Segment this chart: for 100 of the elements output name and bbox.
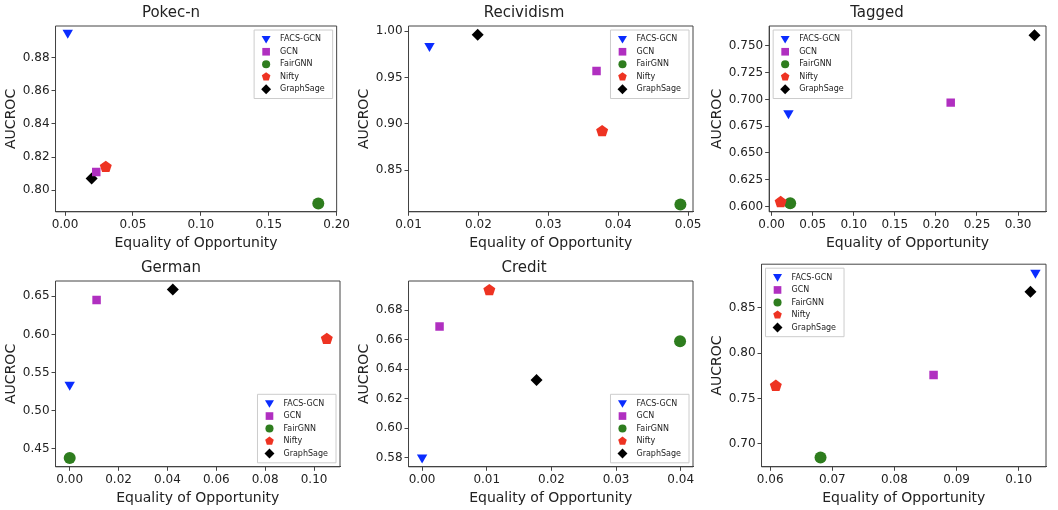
x-tick-label: 0.08 [251, 472, 279, 487]
x-tick-label: 0.08 [881, 472, 908, 487]
y-axis-title: AUCROC [708, 88, 725, 149]
point [929, 370, 938, 380]
point [1024, 285, 1037, 298]
chart-title: Tagged [849, 2, 904, 21]
chart-title: Credit [501, 257, 547, 276]
point [674, 198, 687, 211]
legend-label: GCN [799, 46, 817, 56]
x-tick-label: 0.01 [473, 472, 501, 487]
y-tick-label: 0.88 [22, 49, 50, 64]
point [64, 381, 75, 391]
point [166, 283, 179, 296]
point [814, 451, 827, 464]
point [674, 335, 687, 348]
x-tick-label: 0.10 [840, 217, 868, 232]
legend-label: FairGNN [636, 59, 669, 69]
legend-label: GCN [791, 285, 810, 295]
legend-label: FACS-GCN [283, 398, 325, 408]
y-tick-label: 0.60 [22, 326, 50, 341]
x-tick-label: 0.06 [756, 472, 784, 487]
x-tick-label: 0.05 [119, 217, 147, 232]
x-tick-label: 0.00 [56, 472, 84, 487]
x-tick-label: 0.05 [799, 217, 827, 232]
x-axis-title: Equality of Opportunity [469, 234, 633, 251]
legend-label: Nifty [636, 436, 656, 446]
point [592, 66, 601, 76]
y-axis-title: AUCROC [2, 343, 19, 404]
y-tick-label: 0.675 [728, 118, 764, 133]
point [435, 322, 444, 331]
x-tick-label: 0.03 [534, 217, 562, 232]
legend-label: GraphSage [280, 84, 325, 94]
y-tick-label: 0.84 [22, 116, 50, 130]
point [312, 197, 325, 210]
legend-label: GCN [280, 46, 298, 56]
y-tick-label: 0.725 [728, 64, 764, 79]
x-tick-label: 0.15 [255, 217, 283, 232]
y-tick-label: 0.82 [22, 149, 50, 164]
x-tick-label: 0.09 [943, 472, 970, 487]
legend-label: GraphSage [799, 84, 844, 94]
y-tick-label: 0.55 [22, 364, 50, 379]
legend-label: FACS-GCN [799, 34, 840, 44]
x-tick-label: 0.10 [1005, 472, 1033, 487]
legend-label: FACS-GCN [636, 34, 678, 44]
y-tick-label: 0.600 [728, 198, 764, 213]
legend-label: Nifty [799, 71, 819, 81]
legend-label: FACS-GCN [791, 272, 833, 282]
y-tick-label: 0.86 [22, 82, 50, 97]
legend-label: Nifty [791, 310, 811, 320]
y-tick-label: 0.750 [728, 38, 764, 53]
x-tick-label: 0.06 [202, 472, 230, 487]
x-tick-label: 0.04 [154, 472, 181, 487]
y-tick-label: 0.58 [375, 449, 403, 464]
legend-label: GCN [636, 411, 655, 421]
y-axis-title: AUCROC [708, 335, 725, 396]
y-tick-label: 0.80 [22, 182, 50, 197]
chart-title: Recividism [483, 2, 565, 21]
x-tick-label: 0.00 [408, 472, 436, 487]
y-tick-label: 0.62 [375, 390, 403, 405]
point [471, 28, 484, 41]
y-axis-title: AUCROC [2, 88, 19, 149]
x-tick-label: 0.02 [105, 472, 132, 487]
y-tick-label: 0.700 [728, 91, 764, 106]
legend-label: GraphSage [636, 84, 682, 94]
y-tick-label: 0.68 [375, 302, 403, 317]
point [92, 295, 101, 305]
x-axis-title: Equality of Opportunity [822, 489, 986, 506]
point [424, 42, 435, 52]
y-tick-label: 0.64 [375, 361, 403, 376]
y-tick-label: 0.66 [375, 331, 403, 346]
chart-title: Pokec-n [141, 2, 201, 21]
point [783, 110, 794, 120]
x-tick-label: 0.20 [922, 217, 950, 232]
legend-label: FACS-GCN [280, 34, 321, 44]
legend-label: GraphSage [283, 448, 329, 458]
point [784, 197, 797, 210]
point [530, 373, 543, 386]
legend-label: FairGNN [636, 423, 669, 433]
legend-label: FairGNN [791, 297, 824, 307]
legend-label: GCN [636, 46, 655, 56]
legend-label: FairGNN [283, 423, 316, 433]
x-tick-label: 0.04 [667, 472, 695, 487]
y-tick-label: 0.650 [728, 145, 764, 160]
x-tick-label: 0.07 [818, 472, 846, 487]
legend-label: Nifty [280, 71, 300, 81]
x-axis-title: Equality of Opportunity [469, 489, 633, 506]
point [1028, 29, 1041, 42]
x-tick-label: 0.30 [1004, 217, 1032, 232]
legend-label: Nifty [283, 436, 303, 446]
x-tick-label: 0.03 [602, 472, 630, 487]
x-tick-label: 0.04 [604, 217, 632, 232]
y-tick-label: 0.65 [22, 288, 50, 303]
x-tick-label: 0.00 [758, 217, 785, 232]
y-tick-label: 0.70 [728, 436, 756, 450]
point [92, 167, 101, 177]
y-tick-label: 0.90 [375, 115, 403, 130]
legend-label: FACS-GCN [636, 398, 678, 408]
legend-label: FairGNN [280, 59, 313, 69]
chart-title: German [140, 257, 202, 276]
x-tick-label: 0.15 [881, 217, 909, 232]
